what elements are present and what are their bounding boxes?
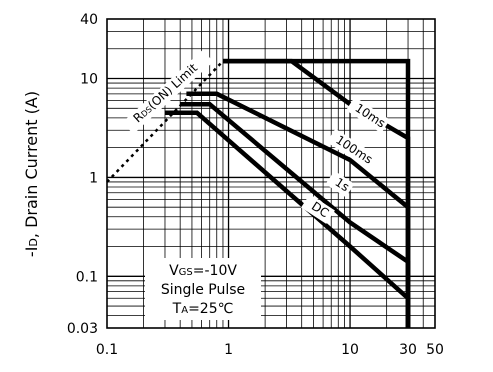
series-label-10ms: 10ms [352,101,387,131]
y-tick-label: 10 [80,72,98,88]
x-tick-label: 1 [224,342,233,358]
series-label-bg [325,170,355,198]
annotation-line-part: =25℃ [188,301,233,317]
annotation-line: Single Pulse [161,282,245,298]
rds-limit-label-bg [122,49,214,135]
annotation-line: VGS=-10V [169,263,237,279]
annotation-bg [145,258,261,320]
x-tick-label: 50 [426,342,444,358]
series-label-bg [346,96,390,134]
series-label-bg [301,194,335,224]
y-tick-label: 0.1 [76,269,98,285]
annotation-line-part: T [172,301,182,317]
y-axis-label: -ID, Drain Current (A) [22,91,41,257]
x-tick-label: 10 [341,342,359,358]
y-axis-label-text: -ID, Drain Current (A) [22,91,41,257]
x-tick-label: 30 [399,342,417,358]
y-axis-label-text-part: , Drain Current (A) [22,91,41,238]
series-label-bg [326,128,378,170]
annotation-line-part: V [169,263,179,279]
annotation-line: TA=25℃ [172,301,234,317]
y-tick-label: 0.03 [67,321,98,337]
annotation-line-part: =-10V [193,263,238,279]
plot-frame [106,18,436,329]
y-tick-label: 1 [89,170,98,186]
y-axis-label-text-part: D [27,238,40,246]
x-tick-label: 0.1 [96,342,118,358]
series-line-envelope [223,58,411,328]
annotation-line-part: Single Pulse [161,282,245,298]
annotation-box: VGS=-10V Single Pulse TA=25℃ [145,258,261,320]
series-label-1s: 1s [333,175,352,194]
annotation-line-part: A [181,305,188,316]
annotation-line-part: GS [179,267,193,278]
tick-labels: 0.1 1 10 30 50 0.03 0.1 1 10 40 [67,12,444,358]
y-axis-label-text-part: -I [22,247,41,258]
y-tick-label: 40 [80,12,98,28]
